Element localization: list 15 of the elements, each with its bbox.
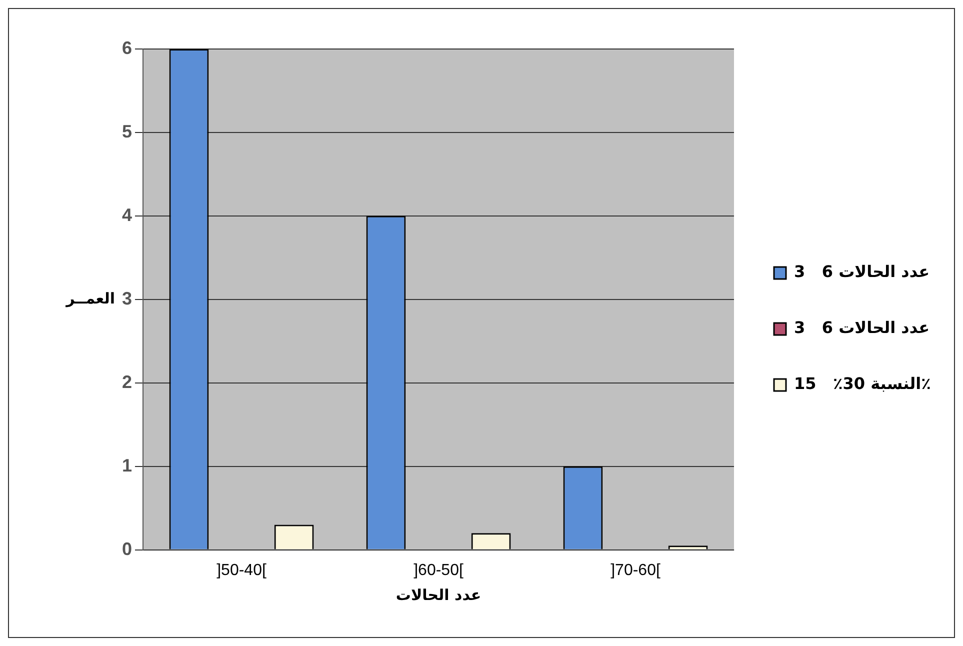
y-tick-label: 6 bbox=[122, 38, 132, 58]
legend-label: عدد الحالات 6 3 bbox=[794, 262, 930, 282]
y-tick-label: 2 bbox=[122, 372, 132, 392]
legend-label: النسبة 30٪ 15٪ bbox=[794, 374, 931, 394]
y-tick-label: 1 bbox=[122, 455, 132, 476]
y-tick-label: 4 bbox=[122, 204, 132, 225]
x-tick-label: ]50-40[ bbox=[216, 562, 267, 579]
y-axis-title: العمــر bbox=[65, 289, 115, 308]
y-tick-label: 3 bbox=[122, 288, 132, 308]
y-tick-label: 0 bbox=[122, 538, 132, 559]
x-tick-label: ]60-50[ bbox=[414, 562, 464, 579]
x-tick-label: ]70-60[ bbox=[610, 562, 661, 579]
x-axis-title: عدد الحالات bbox=[396, 586, 482, 604]
y-tick-label: 5 bbox=[122, 121, 132, 142]
legend-label: عدد الحالات 6 3 bbox=[794, 318, 930, 338]
